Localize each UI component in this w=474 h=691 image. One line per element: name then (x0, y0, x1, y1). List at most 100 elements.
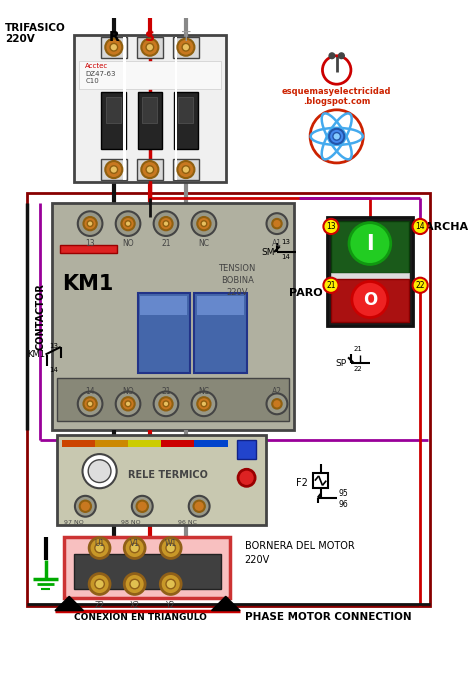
Text: 13: 13 (49, 343, 58, 349)
Circle shape (80, 500, 91, 512)
Bar (100, 159, 127, 180)
Text: 95: 95 (338, 489, 348, 498)
Circle shape (137, 500, 148, 512)
Text: O: O (363, 290, 377, 308)
Text: SP: SP (335, 359, 346, 368)
Bar (95, 440, 128, 448)
Circle shape (110, 44, 118, 51)
Circle shape (197, 397, 210, 410)
Text: S: S (145, 30, 155, 44)
Text: Z2: Z2 (95, 601, 105, 610)
Text: Acctec: Acctec (85, 64, 109, 69)
Circle shape (177, 39, 194, 56)
Bar (100, 37, 127, 57)
Circle shape (349, 223, 391, 265)
Bar (173, 92, 198, 149)
Text: I: I (366, 234, 374, 254)
Text: KM1: KM1 (62, 274, 113, 294)
Bar (331, 273, 409, 278)
Circle shape (130, 543, 139, 553)
Text: .blogspot.com: .blogspot.com (303, 97, 370, 106)
Text: 13: 13 (326, 222, 336, 231)
Circle shape (146, 166, 154, 173)
Text: 96 NC: 96 NC (178, 520, 197, 524)
Circle shape (83, 397, 97, 410)
Polygon shape (55, 596, 83, 611)
Text: RELE TERMICO: RELE TERMICO (128, 470, 208, 480)
Circle shape (272, 219, 282, 228)
Circle shape (83, 217, 97, 230)
Circle shape (154, 211, 178, 236)
Bar (74, 553, 221, 589)
Circle shape (159, 397, 173, 410)
Bar (331, 221, 409, 273)
Text: TRIFASICO
220V: TRIFASICO 220V (5, 23, 65, 44)
Circle shape (201, 401, 207, 407)
Text: X2: X2 (130, 601, 140, 610)
Text: A1: A1 (272, 239, 282, 248)
Circle shape (412, 278, 428, 293)
Text: 98 NO: 98 NO (121, 520, 141, 524)
Circle shape (95, 579, 104, 589)
Circle shape (154, 392, 178, 416)
Circle shape (177, 161, 194, 178)
Text: A2: A2 (272, 387, 282, 396)
Text: PHASE MOTOR CONNECTION: PHASE MOTOR CONNECTION (245, 612, 411, 623)
Bar (137, 293, 190, 373)
Circle shape (141, 161, 158, 178)
Circle shape (163, 221, 169, 227)
Circle shape (124, 538, 145, 558)
Text: 96: 96 (338, 500, 348, 509)
Circle shape (160, 574, 181, 594)
Text: 14: 14 (415, 222, 425, 231)
Circle shape (166, 543, 175, 553)
Circle shape (116, 392, 140, 416)
Text: 21: 21 (326, 281, 336, 290)
Bar (327, 217, 412, 326)
Circle shape (323, 219, 338, 234)
Bar (106, 97, 121, 123)
Circle shape (105, 39, 122, 56)
Circle shape (75, 496, 96, 517)
Circle shape (78, 392, 102, 416)
Circle shape (95, 543, 104, 553)
Bar (173, 37, 199, 57)
Circle shape (323, 278, 338, 293)
Circle shape (116, 211, 140, 236)
Circle shape (182, 44, 190, 51)
Text: TENSION
BOBINA
220V: TENSION BOBINA 220V (219, 265, 256, 297)
Bar (331, 278, 409, 322)
Text: esquemasyelectricidad: esquemasyelectricidad (282, 87, 392, 96)
Bar (64, 537, 230, 598)
Bar (128, 440, 161, 448)
Text: 22: 22 (415, 281, 425, 290)
Circle shape (105, 161, 122, 178)
Text: Y2: Y2 (166, 601, 175, 610)
Circle shape (125, 401, 131, 407)
Bar (137, 92, 162, 149)
Text: CONEXION EN TRIANGULO: CONEXION EN TRIANGULO (74, 614, 207, 623)
Circle shape (89, 574, 110, 594)
Circle shape (329, 53, 335, 59)
Circle shape (193, 500, 205, 512)
Bar (174, 37, 177, 180)
Text: R: R (109, 30, 119, 44)
Text: U1: U1 (94, 540, 105, 549)
Text: F2: F2 (296, 477, 308, 488)
Circle shape (87, 221, 93, 227)
Bar (197, 296, 244, 314)
Circle shape (197, 217, 210, 230)
Circle shape (163, 401, 169, 407)
Text: 21: 21 (354, 346, 363, 352)
Bar (137, 159, 163, 180)
Text: NO: NO (122, 387, 134, 396)
Circle shape (412, 219, 428, 234)
Circle shape (160, 538, 181, 558)
Circle shape (87, 401, 93, 407)
Bar (79, 61, 221, 89)
Text: KM1: KM1 (27, 350, 46, 359)
Bar (142, 97, 157, 123)
Circle shape (141, 39, 158, 56)
Circle shape (201, 221, 207, 227)
Circle shape (189, 496, 210, 517)
